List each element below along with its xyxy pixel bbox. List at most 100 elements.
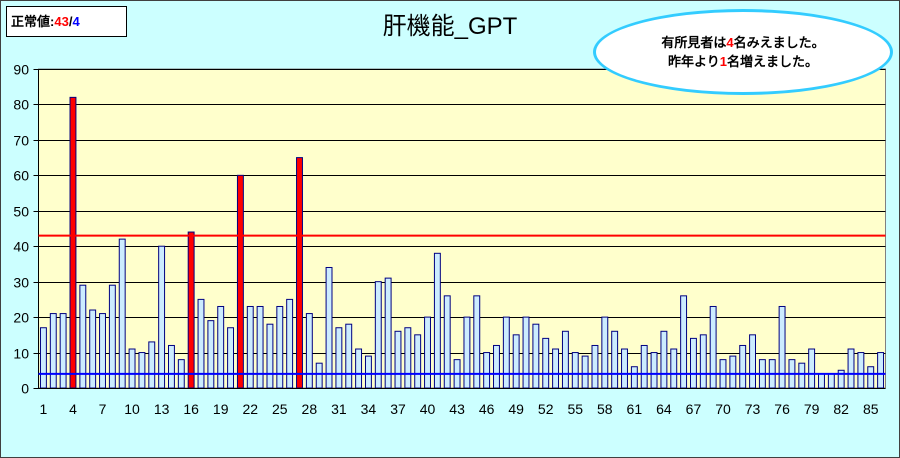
bar-31 [335, 327, 343, 389]
bar-40 [424, 316, 431, 389]
bar-13 [158, 245, 166, 389]
bar-49 [512, 334, 520, 389]
bar-57 [591, 344, 599, 389]
bar-37 [394, 330, 402, 389]
x-tick-label: 58 [597, 401, 613, 417]
bar-61 [630, 366, 638, 389]
bar-25 [276, 305, 284, 389]
bar-54 [561, 330, 569, 389]
plot-background [38, 68, 886, 389]
note-line-2-before: 昨年より [668, 54, 720, 69]
y-tick-label: 90 [13, 62, 29, 78]
bar-9 [118, 238, 126, 389]
bar-65 [670, 348, 678, 389]
y-tick-label: 50 [13, 204, 29, 220]
bar-14 [168, 344, 175, 389]
bar-39 [414, 334, 422, 389]
bar-79 [808, 348, 816, 389]
bar-80 [818, 373, 825, 389]
x-tick-label: 31 [331, 401, 347, 417]
x-tick-label: 37 [390, 401, 406, 417]
bar-60 [621, 348, 628, 389]
bar-38 [404, 327, 412, 389]
bar-34 [364, 355, 372, 389]
y-tick-label: 0 [21, 381, 29, 397]
bar-3 [59, 313, 67, 389]
bar-22 [246, 305, 254, 389]
bar-7 [99, 313, 106, 389]
bar-53 [552, 348, 560, 389]
x-tick-label: 70 [715, 401, 731, 417]
y-tick-label: 60 [13, 168, 29, 184]
x-tick-label: 85 [863, 401, 879, 417]
x-tick-label: 4 [69, 401, 77, 417]
y-tick-label: 80 [13, 97, 29, 113]
bar-28 [305, 313, 313, 389]
bar-81 [827, 373, 835, 389]
x-tick-label: 52 [538, 401, 554, 417]
x-tick-label: 34 [361, 401, 377, 417]
y-tick-label: 10 [13, 346, 29, 362]
bar-36 [384, 277, 392, 389]
y-tick-label: 40 [13, 239, 29, 255]
bar-20 [227, 327, 235, 389]
note-line-1-before: 有所見者は [661, 35, 727, 50]
note-line-1: 有所見者は4名みえました。 [661, 33, 824, 52]
normal-value-label: 正常値: [11, 14, 55, 29]
bar-68 [699, 334, 707, 389]
bar-29 [315, 362, 323, 389]
bar-1 [39, 327, 47, 389]
x-tick-label: 76 [774, 401, 790, 417]
bar-5 [79, 284, 87, 389]
bar-63 [650, 352, 658, 389]
x-tick-label: 49 [508, 401, 524, 417]
x-tick-label: 79 [804, 401, 820, 417]
note-line-2-count: 1 [719, 54, 727, 69]
bar-69 [709, 305, 717, 389]
x-tick-label: 73 [745, 401, 761, 417]
bar-85 [867, 366, 875, 389]
bar-27 [296, 157, 303, 389]
bar-48 [502, 316, 510, 389]
normal-value-box: 正常値:43/4 [6, 6, 127, 37]
bar-30 [325, 266, 333, 389]
bar-46 [483, 352, 491, 389]
bar-83 [847, 348, 855, 389]
bar-76 [778, 305, 786, 389]
x-tick-label: 10 [124, 401, 140, 417]
bar-35 [374, 281, 382, 389]
x-tick-label: 22 [242, 401, 258, 417]
note-line-2-after: 名増えました。 [726, 54, 818, 69]
x-tick-label: 46 [479, 401, 495, 417]
x-tick-label: 25 [272, 401, 288, 417]
bar-52 [542, 337, 550, 389]
x-tick-label: 82 [833, 401, 849, 417]
chart-title: 肝機能_GPT [383, 13, 518, 40]
bar-10 [128, 348, 136, 389]
bar-41 [433, 252, 441, 389]
bar-71 [729, 355, 737, 389]
x-tick-label: 55 [567, 401, 583, 417]
x-tick-label: 28 [302, 401, 318, 417]
bar-59 [611, 330, 619, 389]
findings-note: 有所見者は4名みえました。 昨年より1名増えました。 [593, 9, 893, 95]
bar-67 [689, 337, 697, 389]
y-tick-label: 20 [13, 310, 29, 326]
bar-6 [89, 309, 97, 389]
y-tick-label: 70 [13, 133, 29, 149]
x-tick-label: 67 [686, 401, 702, 417]
x-tick-label: 64 [656, 401, 672, 417]
note-line-2: 昨年より1名増えました。 [668, 52, 818, 71]
bar-47 [493, 344, 500, 389]
bar-16 [187, 231, 195, 389]
bar-12 [148, 341, 156, 389]
x-tick-label: 61 [627, 401, 643, 417]
x-tick-label: 13 [154, 401, 170, 417]
bar-4 [69, 96, 77, 389]
bar-56 [581, 355, 589, 389]
note-line-1-count: 4 [726, 35, 734, 50]
bar-18 [207, 320, 215, 389]
x-tick-label: 7 [99, 401, 107, 417]
bar-44 [463, 316, 471, 389]
bar-8 [108, 284, 116, 389]
